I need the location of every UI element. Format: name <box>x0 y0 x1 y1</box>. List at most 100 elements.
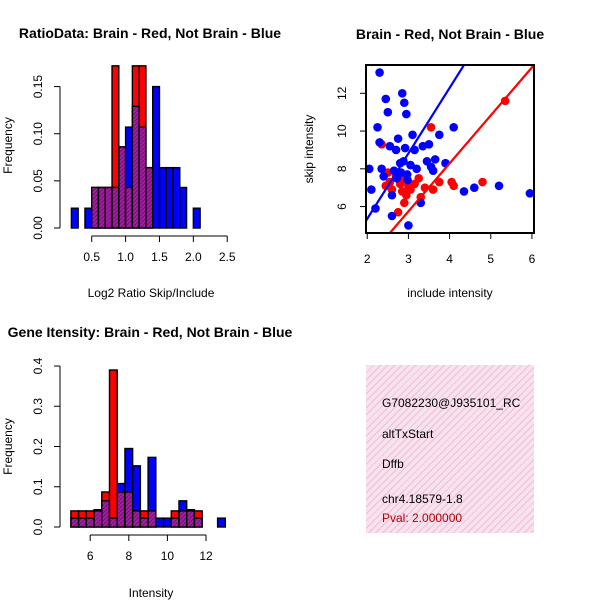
scatter-blue-point-30 <box>424 139 434 149</box>
scatter-red-fit-line <box>389 65 534 233</box>
scatter-x-tick-label-4: 6 <box>529 252 536 266</box>
scatter-blue-point-41 <box>403 175 412 185</box>
intensity-overlap-bar-5 <box>108 517 118 528</box>
intensity-y-tick-label-0: 0.0 <box>31 518 45 535</box>
intensity-overlap-bar-1 <box>77 517 88 528</box>
intensity-overlap-bar-9 <box>139 517 149 528</box>
ratio-overlap-bar-4 <box>97 186 106 229</box>
intensity-overlap-bar-10 <box>147 510 157 528</box>
intensity-y-tick-label-3: 0.3 <box>31 398 45 415</box>
intensity-blue-bar-19 <box>216 517 227 528</box>
scatter-y-tick-label-0: 6 <box>335 203 349 210</box>
scatter-red-point-13 <box>414 173 424 183</box>
intensity-y-tick-label-1: 0.1 <box>31 478 45 495</box>
ratio-blue-bar-0 <box>70 207 79 229</box>
ratio-overlap-bar-10 <box>138 126 147 229</box>
scatter-blue-point-43 <box>428 166 438 176</box>
scatter-red-point-21 <box>478 177 487 187</box>
intensity-overlap-bar-14 <box>178 510 188 528</box>
ratio-y-tick-label-0: 0.00 <box>31 216 45 240</box>
ratio-overlap-bar-5 <box>104 186 113 229</box>
ratio-overlap-bar-11 <box>145 166 154 229</box>
intensity-blue-bar-11 <box>155 517 165 528</box>
scatter-blue-point-14 <box>393 134 403 143</box>
scatter-blue-point-25 <box>408 130 417 140</box>
scatter-blue-point-0 <box>366 164 374 174</box>
ratio-overlap-bar-7 <box>118 146 127 229</box>
intensity-x-tick-label-1: 8 <box>125 549 132 563</box>
ratio-blue-bar-18 <box>192 207 201 229</box>
ratio-overlap-bar-8 <box>124 186 134 229</box>
ratio-x-tick-label-1: 1.0 <box>117 250 134 264</box>
scatter-blue-point-3 <box>373 122 382 132</box>
scatter-blue-point-20 <box>400 143 410 153</box>
scatter-red-point-22 <box>500 96 510 106</box>
scatter-blue-point-4 <box>375 68 384 77</box>
intensity-x-tick-label-2: 10 <box>161 549 175 563</box>
intensity-xlabel: Intensity <box>129 586 174 600</box>
info-pval: Pval: 2.000000 <box>382 511 463 525</box>
scatter-blue-point-9 <box>385 141 395 151</box>
scatter-title: Brain - Red, Not Brain - Blue <box>356 26 544 42</box>
scatter-red-point-16 <box>426 122 436 132</box>
info-location: chr4.18579-1.8 <box>382 492 463 506</box>
scatter-blue-point-19 <box>399 98 409 108</box>
ratio-x-tick-label-4: 2.5 <box>219 250 236 264</box>
scatter-blue-point-44 <box>375 138 384 147</box>
scatter-blue-point-1 <box>367 185 376 194</box>
scatter-blue-point-10 <box>387 190 397 200</box>
ratio-xlabel: Log2 Ratio Skip/Include <box>88 286 215 300</box>
ratio-blue-bar-13 <box>158 166 167 229</box>
scatter-blue-point-12 <box>391 145 401 155</box>
ratio-overlap-bar-9 <box>131 105 140 229</box>
intensity-x-tick-label-0: 6 <box>87 549 94 563</box>
scatter-blue-point-32 <box>430 155 440 164</box>
ratio-y-tick-label-1: 0.05 <box>31 169 45 193</box>
scatter-red-point-17 <box>428 185 438 194</box>
ratio-title: RatioData: Brain - Red, Not Brain - Blue <box>19 25 281 41</box>
scatter-blue-point-5 <box>377 164 386 174</box>
scatter-red-point-5 <box>393 207 403 217</box>
scatter-blue-point-21 <box>402 109 411 119</box>
scatter-blue-point-26 <box>412 164 421 174</box>
intensity-red-bar-5 <box>108 369 118 528</box>
ratio-x-tick-label-3: 2.0 <box>185 250 202 264</box>
scatter-blue-point-8 <box>383 107 393 117</box>
intensity-overlap-bar-3 <box>93 510 103 528</box>
intensity-overlap-bar-4 <box>101 500 111 528</box>
intensity-y-tick-label-2: 0.2 <box>31 438 45 455</box>
intensity-y-tick-label-4: 0.4 <box>31 357 45 374</box>
intensity-ylabel: Frequency <box>1 418 15 475</box>
scatter-blue-point-33 <box>434 130 444 140</box>
scatter-blue-point-39 <box>525 189 534 198</box>
scatter-x-tick-label-2: 4 <box>446 252 453 266</box>
ratio-blue-bar-16 <box>179 186 188 229</box>
intensity-overlap-bar-13 <box>170 517 180 528</box>
scatter-x-tick-label-1: 3 <box>405 252 412 266</box>
scatter-red-point-20 <box>449 181 459 191</box>
ratio-x-tick-label-0: 0.5 <box>83 250 100 264</box>
intensity-x-tick-label-3: 12 <box>199 549 213 563</box>
scatter-y-tick-label-1: 8 <box>335 165 349 172</box>
intensity-title: Gene Itensity: Brain - Red, Not Brain - … <box>8 324 293 340</box>
ratio-ylabel: Frequency <box>1 117 15 174</box>
scatter-x-tick-label-3: 5 <box>487 252 494 266</box>
info-box: G7082230@J935101_RC altTxStart Dffb chr4… <box>366 365 534 533</box>
intensity-blue-bar-12 <box>162 517 172 528</box>
intensity-overlap-bar-16 <box>193 517 203 528</box>
scatter-y-tick-label-3: 12 <box>335 86 349 100</box>
scatter-blue-point-38 <box>494 181 504 191</box>
intensity-overlap-bar-0 <box>70 517 80 528</box>
scatter-plot-area <box>366 65 534 233</box>
intensity-overlap-bar-6 <box>116 491 126 528</box>
ratio-overlap-bar-3 <box>91 186 100 229</box>
scatter-red-point-18 <box>434 177 444 187</box>
ratio-blue-bar-2 <box>84 207 93 229</box>
scatter-blue-fit-line <box>366 65 465 222</box>
scatter-blue-point-23 <box>404 221 413 230</box>
scatter-blue-point-7 <box>381 94 391 104</box>
scatter-blue-point-6 <box>379 172 389 181</box>
scatter-xlabel: include intensity <box>407 286 492 300</box>
intensity-overlap-bar-7 <box>124 491 134 528</box>
